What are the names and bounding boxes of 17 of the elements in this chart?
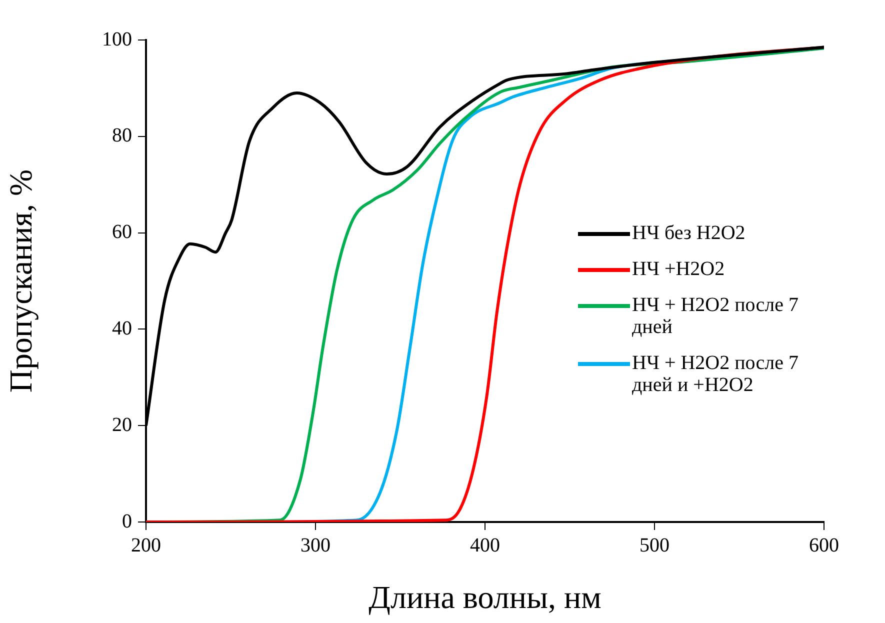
- y-tick-label: 40: [112, 317, 132, 340]
- y-tick-label: 100: [102, 28, 132, 50]
- x-tick-label: 400: [470, 534, 500, 556]
- x-tick-label: 200: [131, 534, 161, 556]
- y-tick-label: 20: [112, 414, 132, 436]
- x-tick-label: 600: [809, 534, 839, 556]
- legend-label: НЧ +H2O2: [632, 258, 725, 280]
- legend-label: НЧ без H2O2: [632, 222, 746, 244]
- y-tick-label: 80: [112, 124, 132, 147]
- legend-label: НЧ + H2O2 после 7 дней: [632, 294, 800, 338]
- legend-label: НЧ + H2O2 после 7 дней и +H2O2: [632, 352, 800, 396]
- y-axis-title: Пропускания, %: [2, 169, 39, 393]
- x-tick-label: 500: [640, 534, 670, 556]
- x-axis-title: Длина волны, нм: [368, 579, 602, 616]
- y-tick-label: 0: [122, 510, 132, 532]
- x-tick-label: 300: [300, 534, 330, 556]
- y-tick-label: 60: [112, 221, 132, 244]
